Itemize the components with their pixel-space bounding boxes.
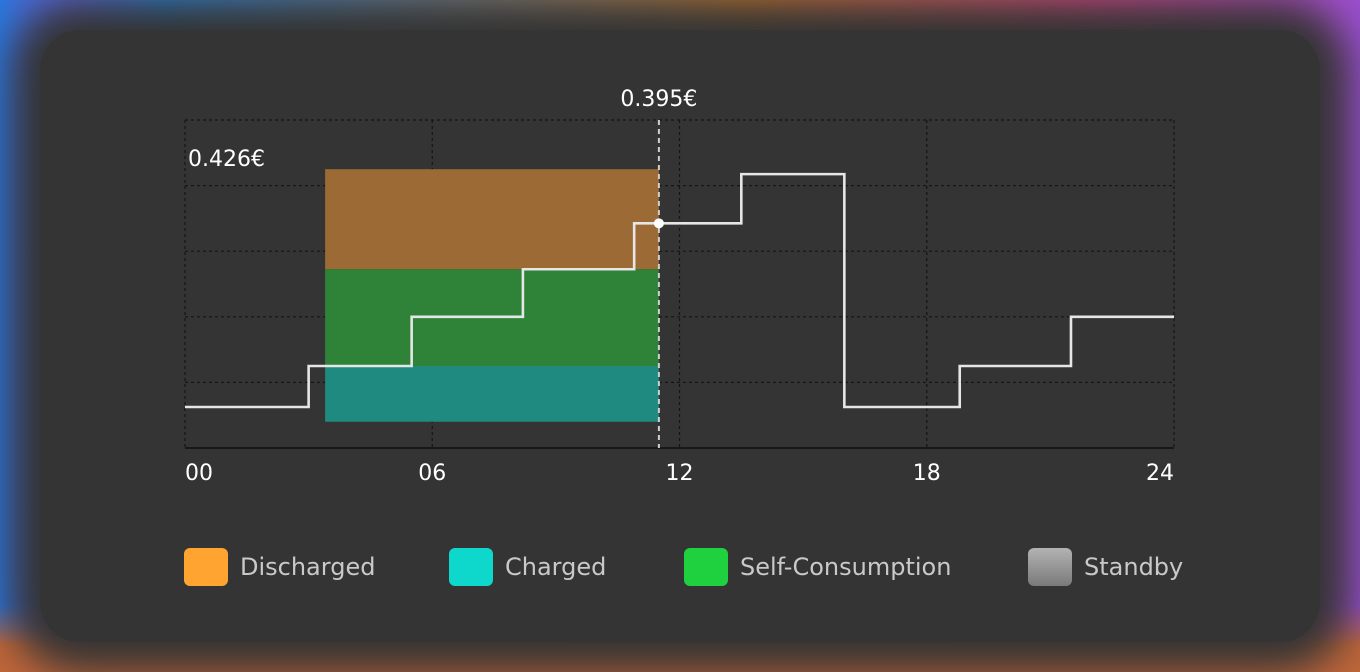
legend-swatch-self-consumption	[684, 548, 728, 586]
cursor-price-label: 0.395€	[620, 87, 697, 112]
x-tick-label-00: 00	[185, 461, 213, 486]
max-price-label: 0.426€	[188, 147, 265, 172]
band-discharged	[325, 169, 659, 270]
cursor-point	[653, 218, 664, 229]
x-tick-label-24: 24	[1146, 461, 1174, 486]
legend: Discharged Charged Self-Consumption Stan…	[0, 548, 1360, 588]
legend-swatch-discharged	[184, 548, 228, 586]
legend-label-self-consumption: Self-Consumption	[740, 553, 952, 581]
legend-label-discharged: Discharged	[240, 553, 376, 581]
band-charged	[325, 366, 659, 422]
legend-item-self-consumption[interactable]: Self-Consumption	[684, 548, 951, 586]
legend-swatch-standby	[1028, 548, 1072, 586]
legend-swatch-charged	[449, 548, 493, 586]
x-tick-label-06: 06	[418, 461, 446, 486]
x-tick-label-12: 12	[666, 461, 694, 486]
legend-label-charged: Charged	[505, 553, 607, 581]
x-tick-label-18: 18	[913, 461, 941, 486]
legend-item-charged[interactable]: Charged	[449, 548, 606, 586]
legend-item-standby[interactable]: Standby	[1028, 548, 1183, 586]
legend-label-standby: Standby	[1084, 553, 1184, 581]
legend-item-discharged[interactable]: Discharged	[184, 548, 375, 586]
